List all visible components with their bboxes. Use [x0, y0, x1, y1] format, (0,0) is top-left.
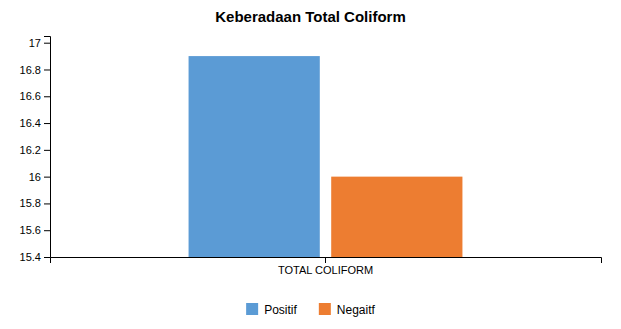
y-tick-mark: [44, 177, 50, 178]
x-tick-label: TOTAL COLIFORM: [278, 264, 373, 276]
legend-swatch: [246, 303, 258, 315]
y-tick: 15.8: [20, 197, 50, 209]
y-tick-label: 16.2: [20, 144, 41, 156]
y-tick-label: 16.4: [20, 117, 41, 129]
y-tick-mark: [44, 123, 50, 124]
y-tick: 16.2: [20, 144, 50, 156]
y-tick: 16.6: [20, 90, 50, 102]
bar: [189, 56, 320, 257]
legend-item: Positif: [246, 303, 297, 317]
y-tick: 17: [29, 37, 50, 49]
y-tick-label: 16: [29, 171, 41, 183]
title: Keberadaan Total Coliform: [215, 8, 406, 25]
y-tick-label: 16.8: [20, 64, 41, 76]
y-axis-line: [44, 37, 51, 258]
y-tick-label: 17: [29, 37, 41, 49]
y-tick-mark: [44, 69, 50, 70]
y-tick-mark: [44, 230, 50, 231]
y-tick: 15.4: [20, 251, 50, 263]
y-tick-mark: [44, 257, 50, 258]
legend-item: Negaitf: [319, 303, 376, 317]
y-tick-label: 16.6: [20, 90, 41, 102]
y-tick: 16: [29, 171, 50, 183]
y-tick: 15.6: [20, 224, 50, 236]
y-tick: 16.4: [20, 117, 50, 129]
y-tick-mark: [44, 150, 50, 151]
y-tick-mark: [44, 43, 50, 44]
y-axis: 15.4 15.6 15.8 16 16.2 16.4 16.6 16.8 17: [20, 37, 51, 264]
chart-svg: Keberadaan Total Coliform15.415.615.8161…: [0, 0, 621, 329]
y-tick-label: 15.8: [20, 197, 41, 209]
y-tick-mark: [44, 96, 50, 97]
x-axis-line: [51, 258, 602, 264]
bar: [331, 177, 462, 257]
x-tick: TOTAL COLIFORM: [278, 257, 373, 276]
legend-label: Negaitf: [337, 303, 376, 317]
legend-label: Positif: [264, 303, 297, 317]
x-axis: TOTAL COLIFORM: [51, 257, 602, 276]
y-tick-label: 15.4: [20, 251, 41, 263]
x-tick-mark: [325, 257, 326, 263]
y-tick-label: 15.6: [20, 224, 41, 236]
plot: 15.4 15.6 15.8 16 16.2 16.4 16.6 16.8 17 TOTAL CO…: [20, 37, 602, 276]
legend-swatch: [319, 303, 331, 315]
bars: [189, 56, 463, 257]
y-tick: 16.8: [20, 64, 50, 76]
y-tick-mark: [44, 203, 50, 204]
legend: Positif Negaitf: [246, 303, 375, 317]
chart-container: Keberadaan Total Coliform15.415.615.8161…: [0, 0, 621, 329]
